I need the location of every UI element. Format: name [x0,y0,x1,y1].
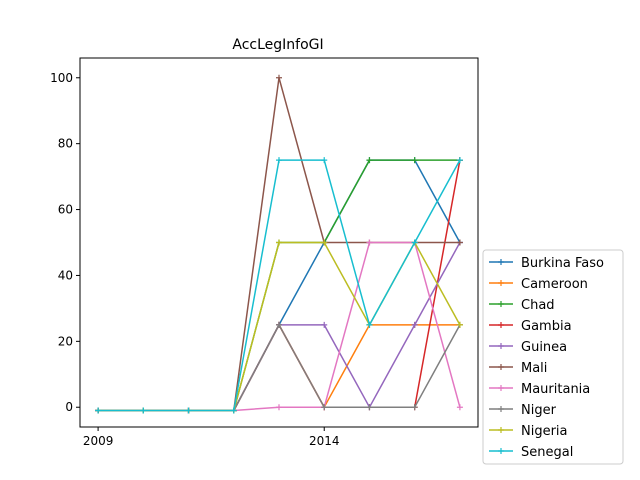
data-point [321,321,328,328]
data-point [230,407,237,414]
data-point [276,239,282,246]
legend-label: Nigeria [521,424,568,439]
legend-marker [498,427,504,433]
legend-label: Burkina Faso [521,256,604,271]
series-line [98,159,461,412]
data-point [140,407,147,414]
legend-label: Mali [521,361,547,376]
legend-label: Gambia [521,319,572,334]
legend-marker [498,322,504,328]
series-line [98,324,460,412]
data-point [276,321,282,328]
y-tick-label: 80 [58,137,73,151]
legend-marker [498,385,504,391]
x-tick-label: 2014 [309,434,340,448]
data-point [276,74,282,81]
data-point [411,404,418,411]
legend: Burkina Faso Cameroon Chad Gambia Guinea Mali… [482,249,624,465]
data-point [456,321,463,328]
data-point [366,157,373,164]
data-point [95,407,102,414]
data-point [411,321,418,328]
legend-label: Mauritania [521,382,590,397]
data-point [411,157,418,164]
y-tick-label: 20 [58,334,73,348]
data-point [366,239,373,246]
legend-label: Chad [521,298,555,313]
legend-marker [498,364,504,370]
x-tick-label: 2009 [83,434,114,448]
plot-area [95,74,463,414]
y-tick-label: 60 [58,203,73,217]
series-line [98,159,460,412]
axes-frame [79,57,479,428]
data-point [411,239,418,246]
axes: 0 20 40 60 80 100 2009 2014 [50,57,479,448]
data-point [321,404,328,411]
data-point [276,157,282,164]
legend-marker [498,280,504,286]
legend-box [482,249,624,465]
series-line [98,324,461,412]
legend-label: Niger [521,403,557,418]
chart-title: AccLegInfoGI [232,37,323,53]
legend-label: Cameroon [521,277,588,292]
legend-marker [498,406,504,412]
legend-marker [498,259,504,265]
legend-marker [498,301,504,307]
data-point [456,239,463,246]
y-tick-label: 0 [65,400,73,414]
data-point [366,404,373,411]
data-point [321,157,328,164]
data-point [321,239,328,246]
data-point [456,157,463,164]
legend-marker [498,343,504,349]
legend-label: Guinea [521,340,567,355]
data-point [456,404,463,411]
data-point [366,321,373,328]
series-line [98,159,461,412]
y-tick-label: 40 [58,268,73,282]
y-tick-label: 100 [50,71,73,85]
legend-marker [498,448,504,454]
legend-label: Senegal [521,445,573,460]
series-line [98,159,461,412]
data-point [185,407,192,414]
data-point [276,404,282,411]
